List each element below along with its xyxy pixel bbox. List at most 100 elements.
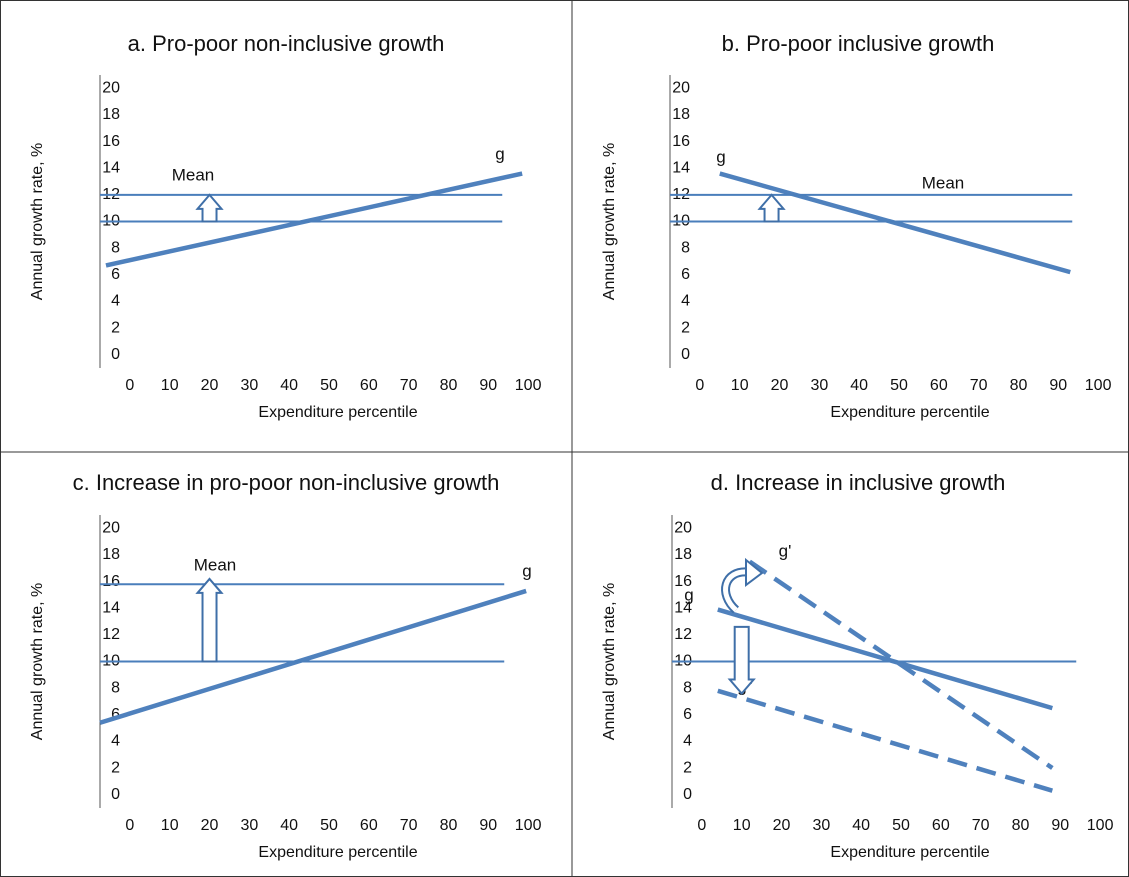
- x-tick-label: 80: [440, 817, 458, 834]
- y-tick-label: 20: [102, 80, 120, 97]
- y-tick-label: 12: [102, 626, 120, 643]
- x-tick-label: 0: [125, 377, 134, 394]
- series-label: Mean: [922, 173, 965, 192]
- series-line: [99, 588, 527, 725]
- series-line: [717, 607, 1053, 711]
- x-tick-label: 30: [240, 817, 258, 834]
- y-tick-label: 0: [111, 346, 120, 363]
- series-label: g: [716, 147, 725, 166]
- y-tick-label: 6: [683, 706, 692, 723]
- y-tick-label: 2: [683, 759, 692, 776]
- x-tick-label: 30: [812, 817, 830, 834]
- x-tick-label: 50: [890, 377, 908, 394]
- series-label: g': [779, 541, 792, 560]
- x-tick-label: 70: [972, 817, 990, 834]
- x-tick-label: 100: [1087, 817, 1114, 834]
- x-tick-label: 80: [1010, 377, 1028, 394]
- y-axis-label: Annual growth rate, %: [601, 143, 618, 300]
- x-tick-label: 40: [280, 377, 298, 394]
- y-tick-label: 20: [674, 520, 692, 537]
- y-tick-label: 4: [681, 293, 690, 310]
- change-arrow: [757, 193, 786, 223]
- y-tick-label: 0: [683, 786, 692, 803]
- series-label: g: [684, 585, 693, 604]
- x-tick-label: 90: [479, 377, 497, 394]
- y-tick-label: 18: [102, 106, 120, 123]
- x-tick-label: 90: [1049, 377, 1067, 394]
- x-tick-label: 60: [932, 817, 950, 834]
- change-arrow: [195, 193, 224, 223]
- x-tick-label: 30: [810, 377, 828, 394]
- x-axis-label: Expenditure percentile: [830, 404, 989, 421]
- x-tick-label: 20: [771, 377, 789, 394]
- y-tick-label: 6: [111, 266, 120, 283]
- x-tick-label: 50: [320, 377, 338, 394]
- change-arrow: [727, 625, 756, 696]
- y-tick-label: 2: [111, 759, 120, 776]
- x-tick-label: 0: [695, 377, 704, 394]
- y-tick-label: 16: [672, 133, 690, 150]
- x-tick-label: 60: [360, 377, 378, 394]
- y-tick-label: 6: [111, 706, 120, 723]
- x-tick-label: 40: [850, 377, 868, 394]
- y-tick-label: 4: [683, 733, 692, 750]
- x-tick-label: 10: [731, 377, 749, 394]
- y-tick-label: 8: [111, 679, 120, 696]
- x-tick-label: 20: [201, 377, 219, 394]
- x-tick-label: 100: [515, 377, 542, 394]
- y-tick-label: 16: [102, 573, 120, 590]
- x-tick-label: 20: [201, 817, 219, 834]
- y-tick-label: 16: [674, 573, 692, 590]
- x-tick-label: 50: [892, 817, 910, 834]
- x-tick-label: 100: [515, 817, 542, 834]
- curved-arrow-inner: [723, 569, 749, 612]
- x-axis-label: Expenditure percentile: [830, 844, 989, 861]
- curved-arrow-head: [745, 557, 764, 587]
- chart-title: b. Pro-poor inclusive growth: [722, 31, 995, 56]
- x-tick-label: 70: [970, 377, 988, 394]
- series-line: [748, 559, 1054, 770]
- series-line: [717, 688, 1053, 793]
- y-tick-label: 20: [102, 520, 120, 537]
- x-tick-label: 60: [930, 377, 948, 394]
- y-tick-label: 18: [674, 546, 692, 563]
- curved-arrow: [721, 557, 764, 614]
- y-tick-label: 20: [672, 80, 690, 97]
- x-tick-label: 70: [400, 377, 418, 394]
- x-tick-label: 80: [1012, 817, 1030, 834]
- x-tick-label: 40: [280, 817, 298, 834]
- chart-title: c. Increase in pro-poor non-inclusive gr…: [73, 470, 500, 495]
- y-axis-label: Annual growth rate, %: [29, 143, 46, 300]
- change-arrow: [195, 577, 224, 663]
- x-tick-label: 10: [733, 817, 751, 834]
- x-axis-label: Expenditure percentile: [258, 844, 417, 861]
- y-tick-label: 16: [102, 133, 120, 150]
- y-tick-label: 18: [672, 106, 690, 123]
- y-tick-label: 4: [111, 293, 120, 310]
- x-tick-label: 20: [773, 817, 791, 834]
- x-tick-label: 40: [852, 817, 870, 834]
- x-tick-label: 10: [161, 817, 179, 834]
- x-tick-label: 0: [125, 817, 134, 834]
- x-tick-label: 30: [240, 377, 258, 394]
- series-label: g: [522, 561, 531, 580]
- y-axis-label: Annual growth rate, %: [601, 583, 618, 740]
- y-tick-label: 14: [674, 599, 692, 616]
- x-tick-label: 90: [479, 817, 497, 834]
- x-tick-label: 80: [440, 377, 458, 394]
- x-tick-label: 70: [400, 817, 418, 834]
- chart-title: d. Increase in inclusive growth: [711, 470, 1006, 495]
- y-axis-label: Annual growth rate, %: [29, 583, 46, 740]
- series-line: [719, 171, 1071, 275]
- x-tick-label: 0: [697, 817, 706, 834]
- x-axis-label: Expenditure percentile: [258, 404, 417, 421]
- series-line: [105, 171, 523, 268]
- x-tick-label: 90: [1051, 817, 1069, 834]
- series-label: Mean: [194, 555, 237, 574]
- x-tick-label: 10: [161, 377, 179, 394]
- series-label: Mean: [172, 165, 215, 184]
- y-tick-label: 14: [672, 159, 690, 176]
- x-tick-label: 50: [320, 817, 338, 834]
